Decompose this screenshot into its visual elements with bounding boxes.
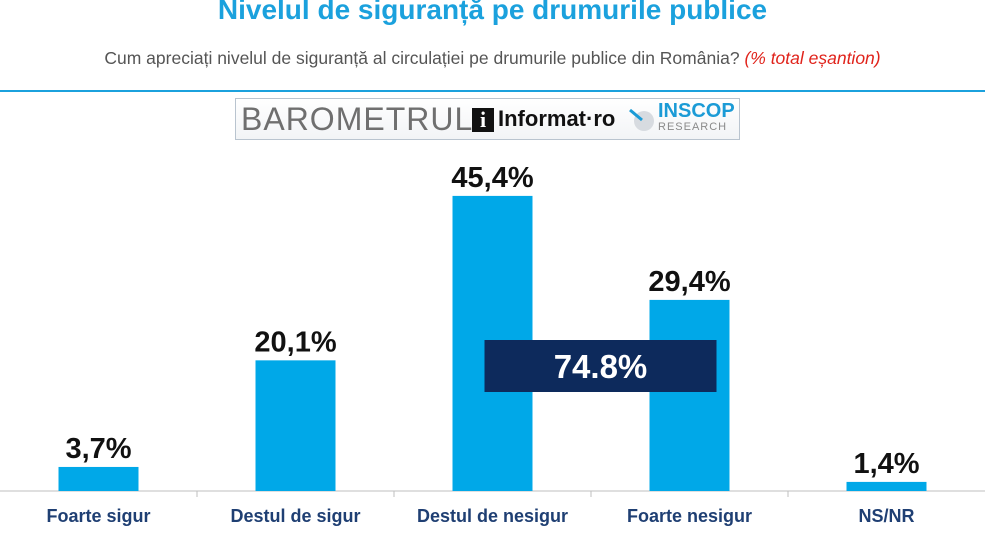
barometrul-logo-text: BAROMETRUL — [241, 101, 474, 137]
category-label: NS/NR — [858, 506, 914, 526]
category-label: Destul de sigur — [230, 506, 360, 526]
chart-subtitle: Cum apreciați nivelul de siguranță al ci… — [0, 48, 985, 69]
inscop-logo-text: INSCOP — [658, 100, 735, 122]
inscop-logo-icon — [629, 108, 654, 131]
header-divider — [0, 90, 985, 92]
bar-ns-nr — [846, 481, 927, 491]
research-logo-text: RESEARCH — [658, 121, 728, 133]
informat-logo-text: Informat·ro — [498, 106, 616, 131]
category-label: Destul de nesigur — [417, 506, 568, 526]
category-label: Foarte nesigur — [627, 506, 752, 526]
bar-foarte-nesigur — [649, 299, 730, 491]
data-label: 20,1% — [254, 326, 336, 358]
informat-icon: i — [472, 108, 494, 132]
sum-highlight-label: 74.8% — [554, 348, 648, 385]
page-title: Nivelul de siguranță pe drumurile public… — [217, 0, 768, 25]
data-label: 3,7% — [65, 433, 131, 465]
bar-destul-de-sigur — [255, 360, 336, 491]
data-label: 45,4% — [451, 162, 533, 194]
category-label: Foarte sigur — [46, 506, 150, 526]
data-label: 1,4% — [853, 448, 919, 480]
subtitle-question: Cum apreciați nivelul de siguranță al ci… — [104, 48, 740, 68]
data-label: 29,4% — [648, 266, 730, 298]
bar-foarte-sigur — [58, 466, 139, 491]
sponsor-logo-banner: BAROMETRUL i Informat·ro INSCOP RESEARCH — [235, 98, 740, 140]
sum-highlight-box — [484, 340, 717, 392]
subtitle-note: (% total eșantion) — [744, 48, 881, 68]
